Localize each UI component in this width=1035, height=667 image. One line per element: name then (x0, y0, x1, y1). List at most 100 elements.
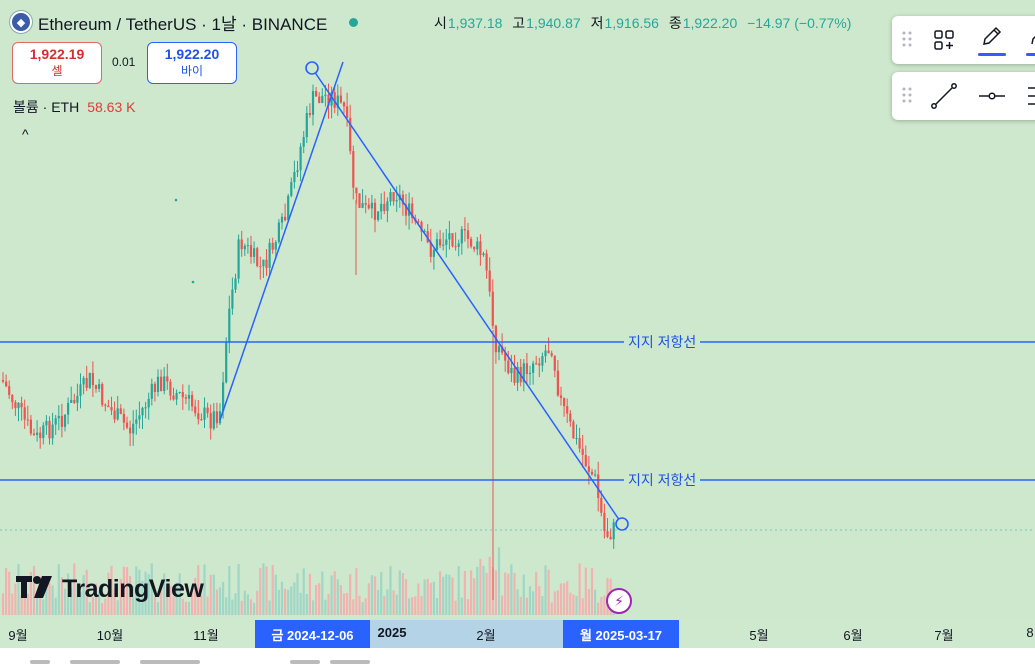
candle-body (287, 195, 290, 221)
candle-body (284, 216, 287, 221)
color-picker-icon[interactable] (1026, 22, 1035, 56)
candle-body (187, 394, 191, 399)
candle-body (215, 411, 218, 424)
volume-bar (587, 589, 590, 615)
candle-body (51, 424, 54, 439)
volume-bar (36, 593, 39, 615)
collapse-legend-button[interactable]: ^ (22, 126, 29, 142)
horizontal-line-icon[interactable] (978, 82, 1006, 110)
candle-body (488, 270, 491, 292)
volume-bar (339, 585, 342, 615)
symbol-title[interactable]: Ethereum / TetherUS · 1날 · BINANCE (38, 14, 328, 34)
candle-body (305, 113, 308, 138)
volume-bar (63, 588, 67, 615)
support-resistance-label-upper[interactable]: 지지 저항선 (624, 332, 701, 352)
support-resistance-label-lower[interactable]: 지지 저항선 (624, 470, 701, 490)
volume-bar (497, 547, 501, 615)
candle-body (225, 342, 228, 383)
volume-bar (293, 582, 296, 615)
volume-bar (67, 573, 70, 615)
volume-legend[interactable]: 볼륨 · ETH 58.63 K (13, 97, 135, 117)
candle-body (364, 203, 367, 205)
bolt-icon[interactable]: ⚡ (606, 588, 632, 614)
chart-pane[interactable] (0, 0, 1035, 620)
volume-bar (91, 597, 94, 615)
candle-body (63, 414, 67, 427)
candle-body (237, 239, 240, 279)
candle-body (73, 399, 76, 403)
candle-body (612, 522, 615, 540)
buy-button[interactable]: 1,922.20 바이 (147, 42, 237, 84)
volume-bar (324, 599, 327, 615)
volume-bar (463, 570, 466, 615)
candle-body (296, 170, 299, 173)
sell-button[interactable]: 1,922.19 셀 (12, 42, 102, 84)
volume-bar (404, 579, 408, 615)
volume-bar (417, 583, 420, 615)
volume-bar (194, 577, 197, 615)
candle-body (26, 419, 29, 421)
time-axis[interactable]: 9월 10월 11월 2025 2월 5월 6월 7월 8 금 2024-12-… (0, 620, 1035, 648)
candle-body (315, 90, 318, 97)
price-chart[interactable] (0, 0, 1035, 620)
symbol-header[interactable]: ◆ Ethereum / TetherUS · 1날 · BINANCE (10, 8, 374, 36)
volume-bar (54, 597, 57, 615)
candle-body (420, 221, 423, 232)
candle-body (473, 246, 476, 250)
menu-icon[interactable] (1026, 82, 1035, 110)
volume-bar (122, 566, 125, 615)
tradingview-logo[interactable]: TradingView (16, 575, 204, 604)
volume-bar (32, 565, 36, 615)
candle-body (528, 372, 532, 375)
volume-bar (5, 567, 8, 615)
candle-body (246, 245, 249, 247)
volume-bar (76, 584, 79, 615)
volume-bar (442, 576, 445, 615)
volume-bar (516, 589, 519, 615)
open-label: 시 (434, 15, 447, 31)
candle-body (578, 437, 581, 449)
drawing-toolbar-top[interactable] (892, 16, 1035, 64)
volume-bar (566, 581, 569, 615)
volume-bar (197, 565, 200, 615)
drag-grip-icon[interactable] (902, 86, 912, 104)
candle-body (48, 420, 51, 439)
low-value: 1,916.56 (604, 15, 659, 31)
volume-bar (45, 577, 48, 615)
volume-bar (191, 593, 194, 615)
candle-body (525, 363, 528, 375)
tradingview-mark-icon (16, 575, 56, 604)
shapes-icon[interactable] (930, 26, 958, 54)
drawing-toolbar-bottom[interactable] (892, 72, 1035, 120)
candle-body (191, 394, 194, 407)
candle-body (20, 402, 23, 408)
volume-bar (532, 591, 535, 615)
spread-value: 0.01 (112, 55, 136, 69)
candle-body (476, 241, 479, 250)
candle-body (129, 427, 132, 434)
volume-bar (73, 563, 76, 615)
volume-bar (82, 575, 85, 615)
candle-body (178, 392, 181, 394)
drag-grip-icon[interactable] (902, 30, 912, 48)
candle-body (116, 408, 119, 420)
trend-line-icon[interactable] (930, 82, 958, 110)
candle-body (572, 421, 575, 439)
candle-body (39, 432, 42, 439)
pencil-icon[interactable] (978, 22, 1006, 56)
candle-body (274, 242, 277, 250)
candle-body (575, 437, 578, 439)
candle-body (429, 242, 432, 257)
volume-bar (414, 596, 417, 615)
volume-bar (249, 599, 253, 615)
volume-bar (451, 577, 454, 615)
candle-body (423, 231, 426, 233)
candle-body (550, 353, 553, 356)
trend-anchor-handle (615, 517, 629, 531)
candle-body (581, 448, 584, 455)
candle-body (383, 203, 386, 211)
volume-bar (479, 558, 482, 615)
candle-body (442, 244, 445, 246)
volume-bar (535, 571, 538, 615)
volume-bar (29, 572, 32, 615)
